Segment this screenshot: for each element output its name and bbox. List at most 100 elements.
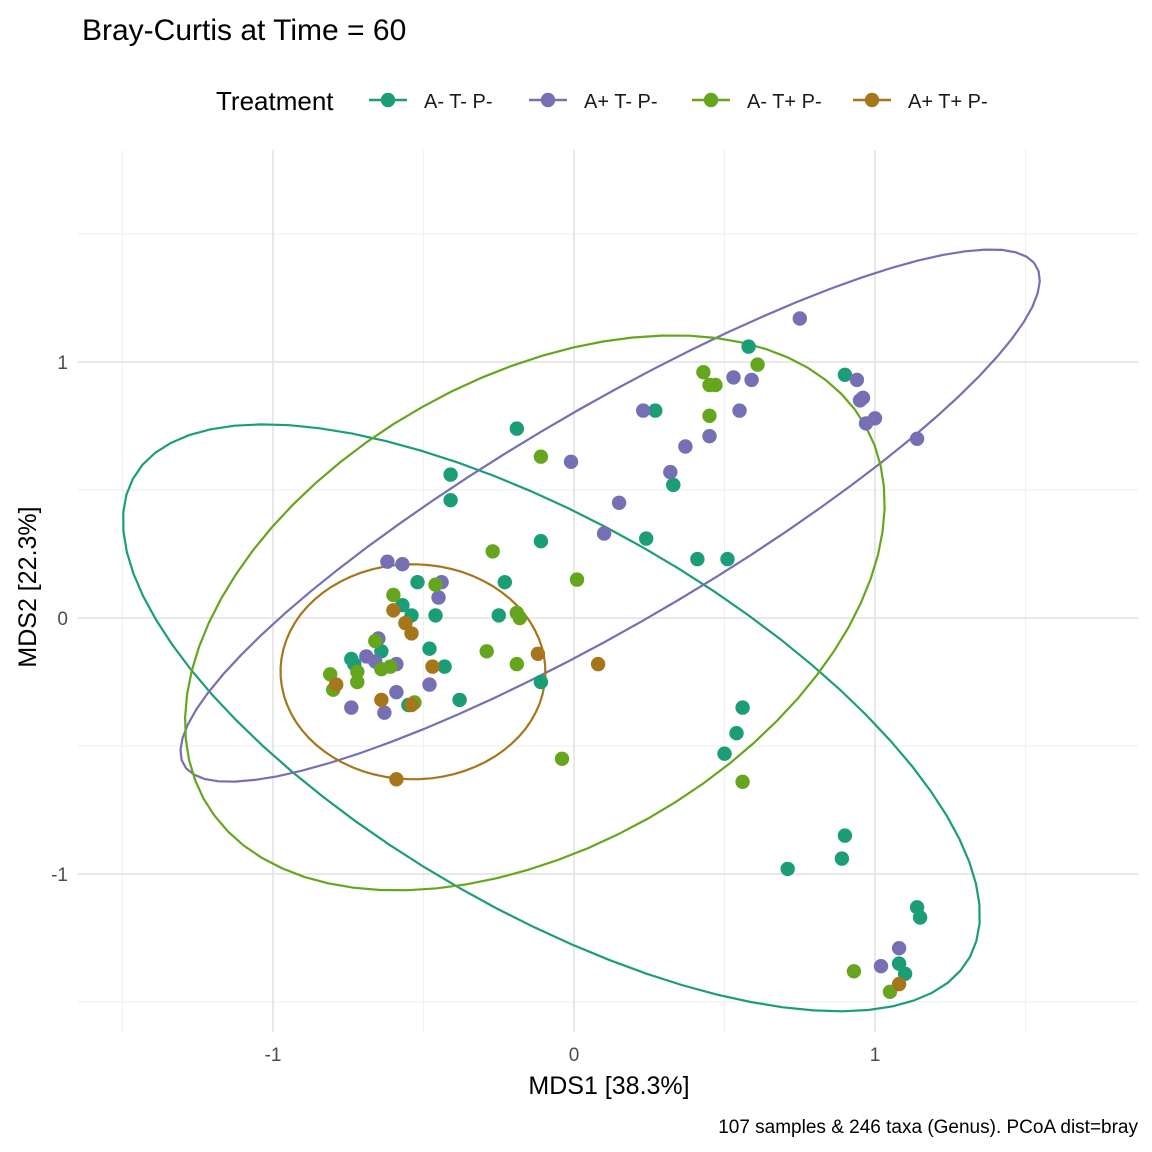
legend-key-point xyxy=(864,92,880,108)
point xyxy=(611,495,627,510)
point xyxy=(708,377,723,393)
point xyxy=(422,641,437,656)
point xyxy=(422,677,437,692)
point xyxy=(912,910,928,925)
point xyxy=(720,551,735,567)
point xyxy=(554,751,570,766)
point xyxy=(497,575,512,590)
point xyxy=(452,692,467,708)
legend-key-point xyxy=(540,92,556,108)
plot-grid xyxy=(78,150,1138,1032)
point xyxy=(374,662,389,677)
axis-ticks: -1 0 1 -1 0 1 xyxy=(51,353,880,1066)
point xyxy=(509,421,524,436)
point xyxy=(509,656,524,672)
point xyxy=(741,339,756,354)
point xyxy=(717,746,732,761)
chart-caption: 107 samples & 246 taxa (Genus). PCoA dis… xyxy=(718,1117,1138,1138)
point xyxy=(563,454,579,469)
point xyxy=(891,976,907,992)
point xyxy=(530,646,546,661)
legend-label: A+ T+ P- xyxy=(908,91,988,113)
x-tick-label: 0 xyxy=(569,1045,580,1066)
point xyxy=(732,403,747,418)
point xyxy=(389,685,404,700)
x-axis-title: MDS1 [38.3%] xyxy=(528,1072,689,1100)
point xyxy=(648,403,663,418)
point xyxy=(491,608,506,623)
confidence-ellipses xyxy=(122,248,1041,1013)
point xyxy=(729,726,744,741)
point xyxy=(678,439,693,454)
point xyxy=(846,964,862,979)
point xyxy=(849,372,865,388)
point xyxy=(744,372,759,388)
point xyxy=(404,626,419,641)
legend-key-point xyxy=(380,92,396,108)
point xyxy=(428,577,443,592)
data-points xyxy=(323,311,928,999)
x-tick-label: 1 xyxy=(870,1045,881,1066)
point xyxy=(702,408,717,423)
point xyxy=(443,467,458,482)
point xyxy=(873,959,889,974)
point xyxy=(404,697,419,713)
point xyxy=(735,774,750,789)
point xyxy=(512,610,527,626)
point xyxy=(374,692,389,708)
legend-title: Treatment xyxy=(216,86,334,116)
chart-title: Bray-Curtis at Time = 60 xyxy=(82,14,406,47)
point xyxy=(428,608,443,623)
point xyxy=(386,587,401,603)
point xyxy=(663,464,678,480)
legend: Treatment A- T- P- A+ T- P- A- T+ P- A+ T+ … xyxy=(216,86,988,116)
legend-label: A+ T- P- xyxy=(584,91,658,113)
point xyxy=(837,367,853,382)
y-tick-label: 1 xyxy=(57,353,68,374)
point xyxy=(479,644,494,659)
ellipse-a-t-p- xyxy=(183,334,886,892)
point xyxy=(386,603,401,618)
point xyxy=(891,941,907,956)
point xyxy=(395,557,410,572)
point xyxy=(533,449,549,464)
legend-label: A- T- P- xyxy=(424,91,493,113)
point xyxy=(792,311,807,326)
point xyxy=(410,575,425,590)
point xyxy=(443,493,458,508)
point xyxy=(702,429,717,444)
ellipse-a-t-p- xyxy=(279,563,547,781)
legend-key-point xyxy=(703,92,719,108)
point xyxy=(696,365,711,380)
x-tick-label: -1 xyxy=(265,1045,282,1066)
point xyxy=(350,674,365,690)
legend-label: A- T+ P- xyxy=(747,91,822,113)
point xyxy=(834,851,850,866)
ellipse-a-t-p- xyxy=(179,248,1041,783)
point xyxy=(858,416,874,431)
point xyxy=(533,674,549,690)
point xyxy=(425,659,440,674)
point xyxy=(636,403,651,418)
point xyxy=(639,531,654,546)
point xyxy=(533,534,549,549)
point xyxy=(344,700,359,715)
point xyxy=(350,664,365,679)
point xyxy=(909,431,925,446)
point xyxy=(735,700,750,715)
point xyxy=(750,357,765,372)
point xyxy=(780,861,795,877)
point xyxy=(837,828,853,843)
point xyxy=(726,370,741,385)
ellipse-a-t-p- xyxy=(122,423,981,1013)
point xyxy=(596,526,612,541)
point xyxy=(437,659,452,674)
point xyxy=(855,390,871,405)
y-tick-label: -1 xyxy=(51,865,68,886)
y-axis-title: MDS2 [22.3%] xyxy=(14,506,42,667)
point xyxy=(329,677,344,692)
point xyxy=(690,551,705,567)
point xyxy=(431,590,446,605)
point xyxy=(377,705,392,720)
